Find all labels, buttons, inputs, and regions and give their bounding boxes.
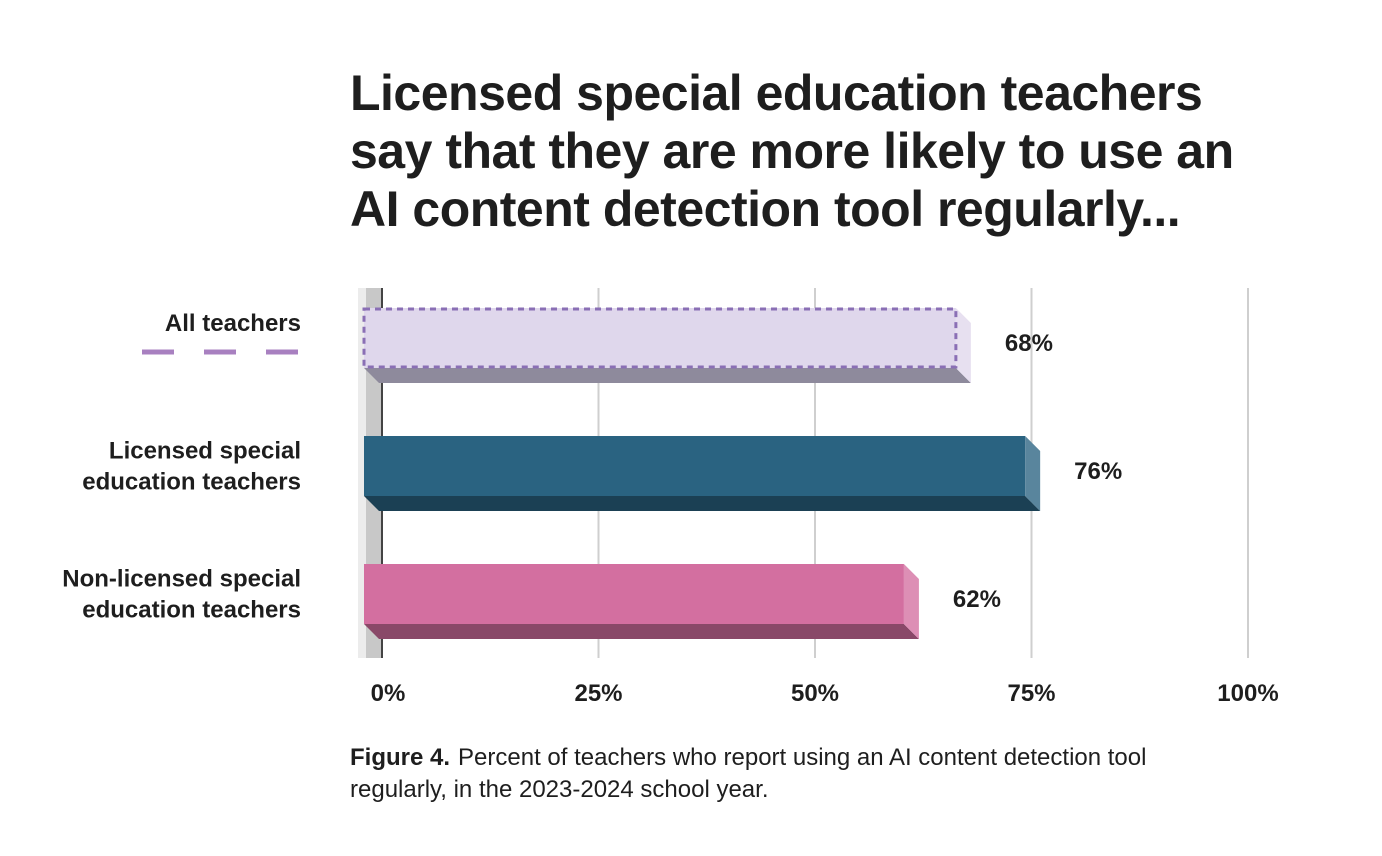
bar-side-face-0 [955,308,971,383]
x-tick-label-50: 50% [791,680,839,707]
x-tick-label-25: 25% [574,680,622,707]
x-tick-label-100: 100% [1217,680,1278,707]
bar-bottom-face-2 [364,624,919,639]
x-tick-label-0: 0% [371,680,406,707]
figure-caption: Figure 4. Percent of teachers who report … [350,742,1250,806]
title-line-3: AI content detection tool regularly... [350,181,1181,237]
title-line-2: say that they are more likely to use an [350,123,1234,179]
x-tick-label-75: 75% [1007,680,1055,707]
bar-bottom-face-1 [364,496,1041,511]
bar-0-dashed-outline [362,307,958,369]
title-line-1: Licensed special education teachers [350,65,1203,121]
axis-wall-front [358,288,366,658]
category-label-1-line-1: education teachers [82,469,301,496]
chart-title: Licensed special education teachers say … [350,64,1330,238]
value-label-1: 76% [1074,458,1122,485]
bar-side-face-1 [1025,436,1041,511]
bar-bottom-face-0 [364,368,971,383]
caption-line-2: regularly, in the 2023-2024 school year. [350,776,769,803]
bar-0 [364,308,956,368]
category-label-2-line-1: education teachers [82,597,301,624]
category-label-1-line-0: Licensed special [109,438,301,465]
bar-side-face-2 [903,564,919,639]
category-label-2-line-0: Non-licensed special [62,566,301,593]
value-label-2: 62% [953,586,1001,613]
bar-2 [364,564,904,624]
figure-label: Figure 4. [350,744,451,771]
caption-line-1: Percent of teachers who report using an … [458,744,1147,771]
category-label-0-line-0: All teachers [165,310,301,337]
bar-1 [364,436,1026,496]
value-label-0: 68% [1005,330,1053,357]
